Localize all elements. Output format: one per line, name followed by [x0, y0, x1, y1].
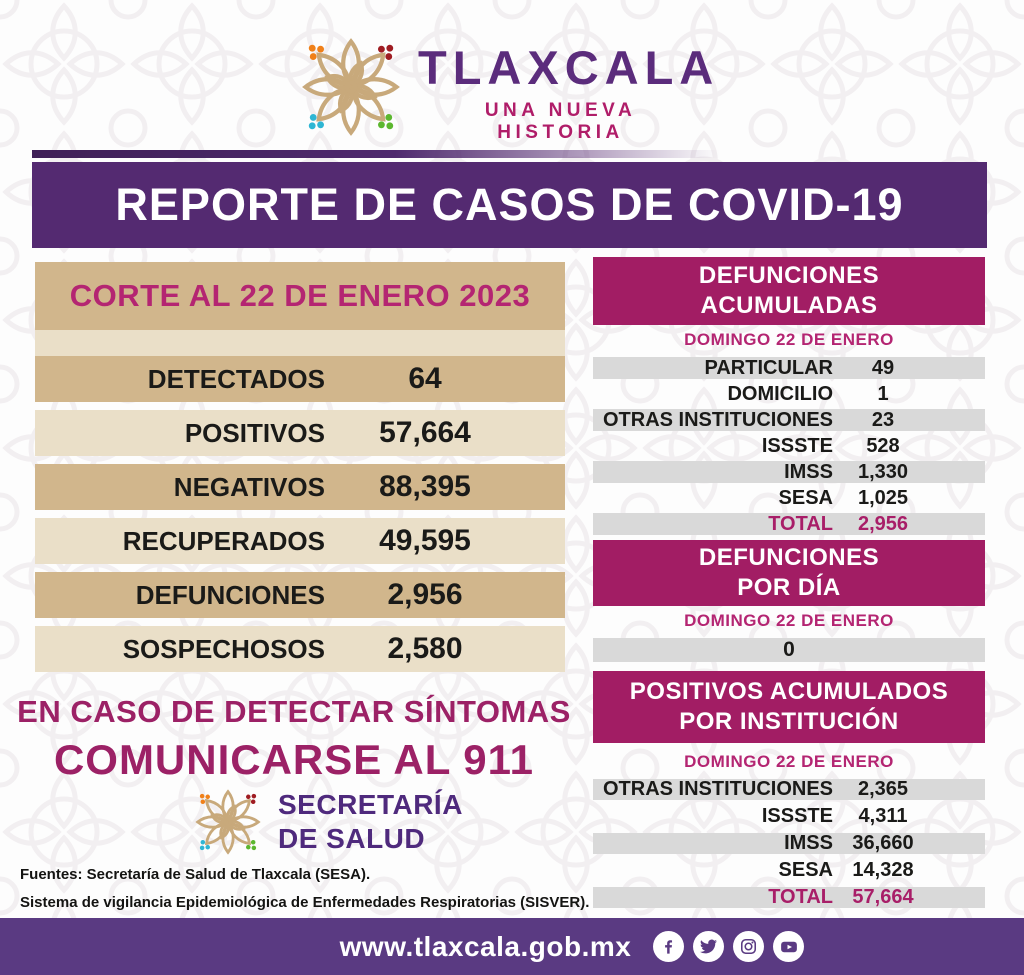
total-value: 57,664: [852, 886, 914, 908]
row-label: IMSS: [784, 460, 833, 483]
secretaria-flower-icon: [195, 789, 261, 855]
section-title-line: POR DÍA: [737, 574, 841, 601]
row-label: OTRAS INSTITUCIONES: [602, 408, 833, 431]
advisory-block: EN CASO DE DETECTAR SÍNTOMAS COMUNICARSE…: [8, 694, 580, 784]
table-row: SOSPECHOSOS 2,580: [35, 626, 565, 672]
row-value: 2,365: [857, 778, 909, 800]
total-row: TOTAL 57,664: [593, 886, 985, 908]
summary-table: CORTE AL 22 DE ENERO 2023 DETECTADOS 64 …: [35, 262, 565, 672]
report-title-banner: REPORTE DE CASOS DE COVID-19: [32, 150, 987, 248]
deaths-accumulated-header: DEFUNCIONES ACUMULADAS: [593, 257, 985, 325]
table-row: ISSSTE 528: [593, 435, 985, 457]
table-row: IMSS 36,660: [593, 832, 985, 854]
row-value: 23: [871, 408, 895, 431]
footer-bar: www.tlaxcala.gob.mx: [0, 918, 1024, 975]
source-line: Sistema de vigilancia Epidemiológica de …: [20, 894, 590, 911]
section-title-line: DEFUNCIONES: [698, 262, 880, 289]
row-label: ISSSTE: [761, 434, 833, 457]
summary-header: CORTE AL 22 DE ENERO 2023: [35, 262, 565, 330]
deaths-accumulated-date: DOMINGO 22 DE ENERO: [684, 330, 894, 349]
row-value: 1: [877, 382, 889, 405]
instagram-icon[interactable]: [733, 931, 765, 962]
positives-by-institution-header: POSITIVOS ACUMULADOS POR INSTITUCIÓN: [593, 671, 985, 743]
table-row: DETECTADOS 64: [35, 356, 565, 402]
table-row: POSITIVOS 57,664: [35, 410, 565, 456]
row-label: SESA: [778, 486, 833, 509]
table-row: OTRAS INSTITUCIONES 23: [593, 409, 985, 431]
banner-accent-line: [32, 150, 987, 158]
section-title-line: DEFUNCIONES: [698, 544, 880, 571]
social-links: [653, 931, 805, 962]
row-value: 1,025: [857, 486, 909, 509]
total-row: TOTAL 2,956: [593, 513, 985, 535]
source-line: Fuentes: Secretaría de Salud de Tlaxcala…: [20, 866, 371, 883]
table-row: ISSSTE 4,311: [593, 805, 985, 827]
row-label: NEGATIVOS: [173, 471, 325, 502]
secretaria-line2: DE SALUD: [278, 823, 426, 854]
tlaxcala-flower-logo: [297, 33, 405, 141]
row-value: 4,311: [858, 805, 908, 827]
section-title-line: POR INSTITUCIÓN: [679, 708, 899, 735]
deaths-accumulated-table: PARTICULAR 49 DOMICILIO 1 OTRAS INSTITUC…: [593, 357, 985, 535]
row-label: DOMICILIO: [727, 382, 833, 405]
total-value: 2,956: [857, 512, 909, 535]
website-link[interactable]: www.tlaxcala.gob.mx: [339, 930, 632, 962]
row-label: IMSS: [784, 832, 833, 854]
advisory-line2: COMUNICARSE AL 911: [53, 736, 535, 783]
advisory-line1: EN CASO DE DETECTAR SÍNTOMAS: [17, 694, 571, 729]
brand-block: TLAXCALA UNA NUEVA HISTORIA: [418, 41, 720, 144]
table-row: IMSS 1,330: [593, 461, 985, 483]
row-value: 2,580: [387, 632, 463, 665]
row-label: SESA: [778, 859, 833, 881]
table-row: PARTICULAR 49: [593, 357, 985, 379]
row-value: 1,330: [857, 460, 909, 483]
youtube-icon[interactable]: [773, 931, 805, 962]
row-label: POSITIVOS: [184, 417, 325, 448]
table-row: DEFUNCIONES 2,956: [35, 572, 565, 618]
positives-by-institution-date: DOMINGO 22 DE ENERO: [684, 752, 894, 771]
table-row: NEGATIVOS 88,395: [35, 464, 565, 510]
row-label: DETECTADOS: [147, 363, 325, 394]
row-value: 49,595: [379, 524, 471, 557]
row-value: 57,664: [379, 416, 471, 449]
twitter-icon[interactable]: [693, 931, 725, 962]
row-value: 49: [871, 356, 895, 379]
page-title: REPORTE DE CASOS DE COVID-19: [115, 179, 904, 230]
brand-name: TLAXCALA: [418, 41, 720, 94]
summary-spacer: [35, 330, 565, 356]
secretaria-line1: SECRETARÍA: [278, 789, 463, 821]
secretaria-wordmark: SECRETARÍA DE SALUD: [278, 788, 463, 855]
row-value: 14,328: [852, 859, 914, 881]
row-label: PARTICULAR: [704, 356, 833, 379]
brand-tagline: UNA NUEVA HISTORIA: [484, 100, 637, 143]
deaths-daily-date: DOMINGO 22 DE ENERO: [684, 611, 894, 630]
table-row: DOMICILIO 1: [593, 383, 985, 405]
row-value: 64: [408, 362, 442, 395]
row-label: SOSPECHOSOS: [122, 633, 325, 664]
facebook-icon[interactable]: [653, 931, 685, 962]
total-label: TOTAL: [768, 886, 833, 908]
row-label: RECUPERADOS: [122, 525, 325, 556]
row-value: 36,660: [852, 832, 914, 854]
table-row: SESA 14,328: [593, 859, 985, 881]
deaths-daily-header: DEFUNCIONES POR DÍA: [593, 540, 985, 606]
deaths-daily-value: 0: [593, 638, 985, 662]
table-row: OTRAS INSTITUCIONES 2,365: [593, 778, 985, 800]
row-label: ISSSTE: [761, 805, 833, 827]
total-label: TOTAL: [768, 512, 833, 535]
section-title-line: POSITIVOS ACUMULADOS: [629, 678, 949, 705]
secretaria-logo-block: SECRETARÍA DE SALUD: [192, 786, 463, 858]
row-label: OTRAS INSTITUCIONES: [602, 778, 833, 800]
table-row: RECUPERADOS 49,595: [35, 518, 565, 564]
row-value: 528: [866, 434, 900, 457]
table-row: SESA 1,025: [593, 487, 985, 509]
positives-by-institution-table: OTRAS INSTITUCIONES 2,365 ISSSTE 4,311 I…: [593, 778, 985, 908]
row-label: DEFUNCIONES: [135, 579, 325, 610]
row-value: 88,395: [379, 470, 471, 503]
row-value: 2,956: [387, 578, 463, 611]
sources-block: Fuentes: Secretaría de Salud de Tlaxcala…: [20, 866, 595, 911]
section-title-line: ACUMULADAS: [700, 292, 878, 319]
